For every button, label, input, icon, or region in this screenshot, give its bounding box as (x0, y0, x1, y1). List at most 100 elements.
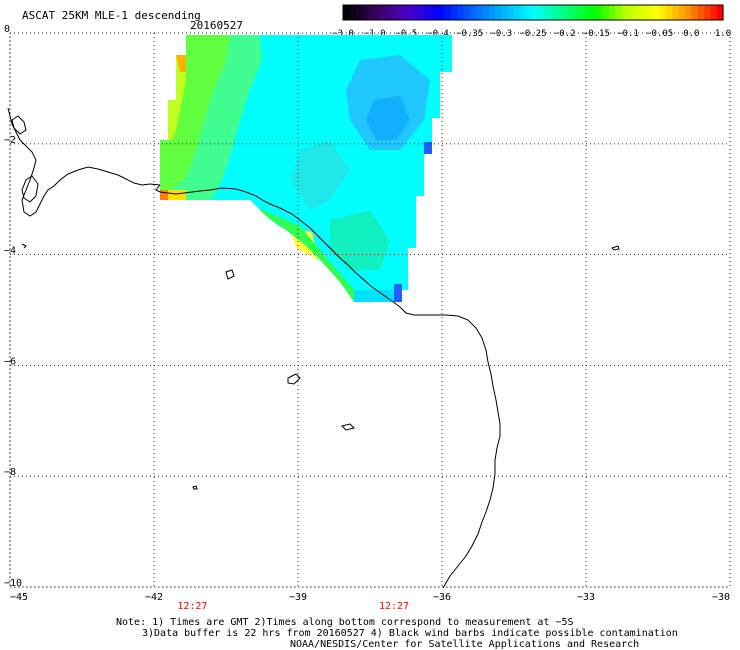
swath-region (168, 55, 186, 140)
colorbar-swatch (406, 5, 414, 20)
swath-region (366, 96, 410, 140)
swath-region (176, 55, 186, 72)
colorbar-swatch (349, 5, 357, 20)
island-4 (287, 373, 301, 385)
footer-note-line2: 3)Data buffer is 22 hrs from 20160527 4)… (142, 628, 678, 639)
colorbar-swatch (653, 5, 661, 20)
coast-small-1 (21, 243, 27, 249)
colorbar-swatch (381, 5, 388, 20)
colorbar-swatch (634, 5, 642, 20)
colorbar-swatch (672, 5, 680, 20)
colorbar-swatch (659, 5, 667, 20)
time-labels: 12:27 12:27 (177, 601, 409, 612)
colorbar-swatch (640, 5, 648, 20)
colorbar-tick-label: −0.4 (427, 29, 449, 39)
colorbar-tick-label: −3.0 (332, 29, 354, 39)
island-7 (192, 485, 198, 490)
colorbar-swatch (450, 5, 458, 20)
map-title: ASCAT 25KM MLE-1 descending (22, 9, 201, 22)
colorbar-swatch (476, 5, 483, 20)
colorbar-tick-label: −0.25 (519, 29, 546, 39)
colorbar-swatch (596, 5, 604, 20)
colorbar-swatch (355, 5, 363, 20)
colorbar-swatch (704, 5, 711, 20)
swath-region (424, 142, 432, 154)
longitude-tick-label: −30 (712, 592, 730, 603)
colorbar-swatch (482, 5, 490, 20)
colorbar-tick-label: −0.15 (583, 29, 610, 39)
colorbar-swatch (558, 5, 566, 20)
coastline (159, 187, 501, 589)
colorbar-tick-label: 1.0 (715, 29, 731, 39)
time-label: 12:27 (177, 601, 207, 612)
colorbar-tick-label: −0.2 (554, 29, 576, 39)
colorbar-swatch (488, 5, 496, 20)
longitude-tick-label: −33 (577, 592, 595, 603)
latitude-tick-label: 0 (4, 24, 10, 35)
colorbar-swatch (552, 5, 559, 20)
colorbar-swatch (343, 5, 350, 20)
colorbar-swatch (431, 5, 439, 20)
colorbar-swatch (685, 5, 692, 20)
colorbar-swatch (615, 5, 623, 20)
coastline-north-2 (155, 184, 161, 193)
colorbar-swatch (400, 5, 407, 20)
island-3 (225, 269, 235, 280)
colorbar-swatch (374, 5, 382, 20)
latitude-tick-label: −10 (4, 578, 22, 589)
colorbar-swatch (602, 5, 610, 20)
colorbar-swatch (514, 5, 521, 20)
colorbar-swatch (526, 5, 534, 20)
colorbar-swatch (501, 5, 509, 20)
colorbar-swatch (412, 5, 420, 20)
footer-note-line1: Note: 1) Times are GMT 2)Times along bot… (116, 617, 574, 628)
colorbar-swatch (425, 5, 433, 20)
colorbar-tick-label: −0.05 (646, 29, 673, 39)
colorbar-swatch (590, 5, 597, 20)
colorbar-swatch (621, 5, 629, 20)
longitude-tick-label: −39 (289, 592, 307, 603)
swath-region (394, 284, 402, 302)
longitude-tick-label: −36 (433, 592, 451, 603)
map-date: 20160527 (190, 19, 243, 32)
colorbar-tick-label: 0.0 (683, 29, 699, 39)
colorbar-swatch (368, 5, 376, 20)
colorbar-swatch (564, 5, 572, 20)
colorbar-tick-label: −1.0 (364, 29, 386, 39)
colorbar-swatch (444, 5, 452, 20)
colorbar-swatch (710, 5, 718, 20)
island-2 (11, 115, 27, 135)
island-6 (611, 245, 620, 251)
island-5 (341, 423, 355, 431)
colorbar-swatch (697, 5, 705, 20)
colorbar-swatch (609, 5, 616, 20)
time-label: 12:27 (379, 601, 409, 612)
coastline-north (7, 107, 161, 217)
latitude-tick-labels: 0 −2 −4 −6 −8 −10 (4, 24, 22, 589)
colorbar-swatch (716, 5, 724, 20)
colorbar-swatch (545, 5, 553, 20)
colorbar-tick-label: −0.3 (490, 29, 512, 39)
colorbar-swatch (469, 5, 477, 20)
colorbar-swatch (533, 5, 540, 20)
colorbar-swatch (463, 5, 471, 20)
colorbar-swatch (362, 5, 369, 20)
latitude-tick-label: −6 (4, 356, 16, 367)
colorbar-swatch (571, 5, 578, 20)
colorbar-tick-label: −0.1 (617, 29, 639, 39)
footer-credit: NOAA/NESDIS/Center for Satellite Applica… (290, 639, 639, 650)
longitude-tick-label: −45 (10, 592, 28, 603)
colorbar-swatch (520, 5, 528, 20)
longitude-tick-labels: −45 −42 −39 −36 −33 −30 (10, 592, 730, 603)
wind-swath (160, 35, 452, 302)
colorbar-swatch (691, 5, 699, 20)
colorbar-swatch (539, 5, 547, 20)
colorbar-swatch (577, 5, 585, 20)
colorbar-swatch (438, 5, 445, 20)
colorbar-swatch (647, 5, 654, 20)
swath-region (290, 140, 350, 210)
latitude-tick-label: −8 (4, 467, 16, 478)
colorbar-swatch (628, 5, 635, 20)
